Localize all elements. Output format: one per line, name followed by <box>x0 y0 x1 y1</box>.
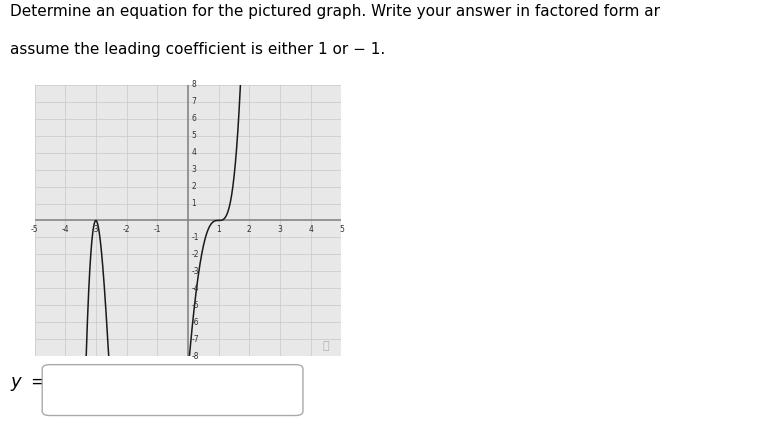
Text: -2: -2 <box>192 250 199 259</box>
Text: 3: 3 <box>192 165 196 174</box>
Text: -3: -3 <box>92 225 100 234</box>
Text: -7: -7 <box>192 335 199 344</box>
Text: -1: -1 <box>153 225 161 234</box>
Text: 4: 4 <box>308 225 313 234</box>
Text: -4: -4 <box>192 284 199 293</box>
Text: -5: -5 <box>192 301 199 310</box>
Text: -8: -8 <box>192 351 199 361</box>
Text: assume the leading coefficient is either 1 or − 1.: assume the leading coefficient is either… <box>10 42 385 57</box>
Text: -4: -4 <box>61 225 69 234</box>
Text: 1: 1 <box>192 199 196 208</box>
Text: 5: 5 <box>339 225 344 234</box>
Text: $y\ =$: $y\ =$ <box>10 375 45 393</box>
Text: 8: 8 <box>192 80 196 89</box>
Text: 6: 6 <box>192 114 196 123</box>
Text: 2: 2 <box>247 225 252 234</box>
Text: 5: 5 <box>192 131 196 140</box>
Text: 1: 1 <box>216 225 221 234</box>
Text: -3: -3 <box>192 267 199 276</box>
Text: -2: -2 <box>123 225 130 234</box>
Text: 7: 7 <box>192 97 196 106</box>
Text: 3: 3 <box>278 225 282 234</box>
Text: 🔍: 🔍 <box>323 341 329 351</box>
Text: -5: -5 <box>31 225 38 234</box>
Text: Determine an equation for the pictured graph. Write your answer in factored form: Determine an equation for the pictured g… <box>10 4 660 19</box>
Text: -1: -1 <box>192 233 199 242</box>
Text: 4: 4 <box>192 148 196 157</box>
Text: 2: 2 <box>192 182 196 191</box>
Text: -6: -6 <box>192 318 199 327</box>
